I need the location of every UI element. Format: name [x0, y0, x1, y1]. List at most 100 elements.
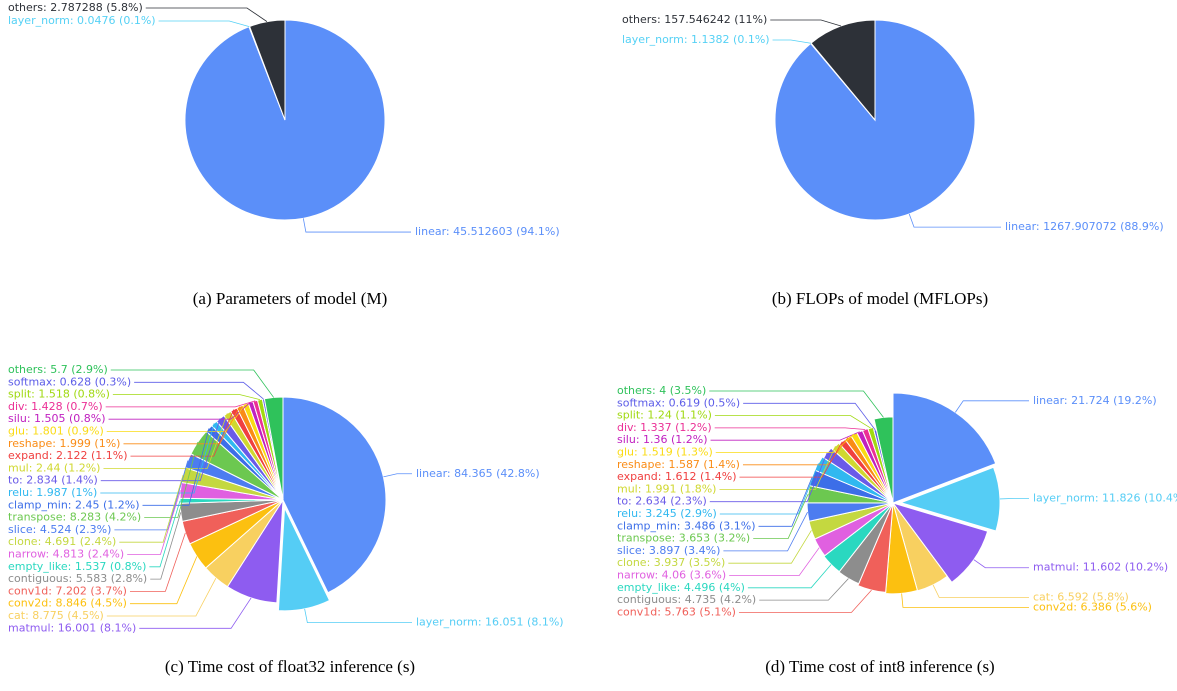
slice-label: transpose: 3.653 (3.2%) [617, 532, 750, 545]
slice-label: clamp_min: 2.45 (1.2%) [8, 498, 140, 511]
slice-label: cat: 6.592 (5.8%) [1033, 591, 1129, 604]
slice-label: narrow: 4.813 (2.4%) [8, 548, 124, 561]
leader-line [129, 556, 198, 605]
pie-chart: others: 2.787288 (5.8%)layer_norm: 0.047… [8, 1, 560, 238]
slice-label: mul: 1.991 (1.8%) [617, 482, 716, 495]
slice-label: silu: 1.505 (0.8%) [8, 412, 106, 425]
slice-label: split: 1.24 (1.1%) [617, 409, 712, 422]
leader-line [302, 218, 411, 233]
slice-label: slice: 3.897 (3.4%) [617, 544, 720, 557]
leader-line [142, 428, 210, 506]
caption: (b) FLOPs of model (MFLOPs) [772, 289, 988, 308]
slice-label: matmul: 16.001 (8.1%) [8, 621, 136, 634]
pie-slice [892, 392, 997, 504]
leader-line [108, 401, 251, 420]
leader-line [119, 474, 184, 543]
leader-line [304, 608, 412, 624]
slice-label: conv2d: 6.386 (5.6%) [1033, 600, 1152, 613]
leader-line [729, 547, 820, 576]
slice-label: clone: 4.691 (2.4%) [8, 535, 116, 548]
leader-line [123, 406, 241, 445]
slice-label: conv1d: 7.202 (3.7%) [8, 584, 127, 597]
leader-line [383, 473, 412, 478]
slice-label: layer_norm: 1.1382 (0.1%) [622, 33, 770, 46]
pie-slice [885, 502, 919, 595]
leader-line [110, 369, 274, 398]
leader-line [715, 433, 855, 453]
pie-slice [810, 19, 876, 122]
slice-label: reshape: 1.587 (1.4%) [617, 458, 740, 471]
leader-line [723, 511, 808, 552]
leader-line [144, 442, 199, 518]
slice-label: softmax: 0.619 (0.5%) [617, 396, 740, 409]
slice-label: layer_norm: 16.051 (8.1%) [416, 616, 564, 629]
leader-line [742, 437, 849, 466]
slice-label: expand: 1.612 (1.4%) [617, 470, 736, 483]
leader-line [149, 500, 181, 568]
leader-line [100, 418, 221, 482]
pie-chart: others: 4 (3.5%)softmax: 0.619 (0.5%)spl… [617, 384, 1177, 618]
slice-label: cat: 8.775 (4.5%) [8, 609, 104, 622]
slice-label: softmax: 0.628 (0.3%) [8, 375, 131, 388]
leader-line [134, 381, 264, 400]
leader-line [932, 584, 1029, 598]
slice-label: others: 4 (3.5%) [617, 384, 706, 397]
leader-line [714, 415, 871, 429]
pie-slice [873, 416, 894, 504]
leader-line [158, 20, 250, 27]
slice-label: div: 1.337 (1.2%) [617, 421, 712, 434]
slice-label: clamp_min: 3.486 (3.1%) [617, 519, 756, 532]
slice-label: linear: 84.365 (42.8%) [416, 467, 540, 480]
slice-label: conv2d: 8.846 (4.5%) [8, 597, 127, 610]
leader-line [719, 445, 836, 490]
slice-label: transpose: 8.283 (4.2%) [8, 511, 141, 524]
pie-slice [277, 505, 331, 612]
slice-label: others: 5.7 (2.9%) [8, 363, 108, 376]
leader-line [145, 7, 268, 22]
pie-slice [899, 466, 1001, 532]
leader-line [770, 19, 842, 27]
slice-label: clone: 3.937 (3.5%) [617, 556, 725, 569]
slice-label: narrow: 4.06 (3.6%) [617, 569, 726, 582]
slice-label: split: 1.518 (0.8%) [8, 388, 110, 401]
leader-line [130, 409, 235, 457]
leader-line [738, 589, 872, 613]
slice-label: conv1d: 5.763 (5.1%) [617, 605, 736, 618]
pie-slice [263, 396, 284, 501]
leader-line [105, 400, 256, 408]
pie-slice [814, 456, 894, 504]
slice-label: contiguous: 4.735 (4.2%) [617, 593, 756, 606]
slice-label: others: 2.787288 (5.8%) [8, 1, 143, 14]
leader-line [753, 494, 809, 539]
leader-line [112, 394, 261, 401]
leader-line [106, 577, 217, 617]
leader-line [127, 490, 181, 555]
slice-label: silu: 1.36 (1.2%) [617, 433, 708, 446]
leader-line [901, 593, 1029, 608]
caption: (a) Parameters of model (M) [193, 289, 387, 308]
pie-chart: others: 157.546242 (11%) layer_norm: 1.13… [622, 13, 1164, 233]
leader-line [758, 477, 813, 527]
leader-line [710, 431, 860, 441]
leader-line [100, 423, 215, 494]
slice-label: contiguous: 5.583 (2.8%) [8, 572, 147, 585]
slice-label: relu: 3.245 (2.9%) [617, 507, 717, 520]
leader-line [106, 403, 246, 432]
leader-line [759, 578, 849, 601]
leader-line [739, 441, 843, 478]
slice-label: linear: 1267.907072 (88.9%) [1005, 220, 1164, 233]
slice-label: reshape: 1.999 (1%) [8, 437, 120, 450]
slice-label: expand: 2.122 (1.1%) [8, 449, 127, 462]
slice-label: to: 2.834 (1.4%) [8, 474, 98, 487]
leader-line [743, 402, 876, 431]
leader-line [772, 39, 811, 44]
slice-label: div: 1.428 (0.7%) [8, 400, 103, 413]
slice-label: empty_like: 1.537 (0.8%) [8, 560, 146, 573]
leader-line [719, 463, 819, 515]
pie-slice [282, 396, 387, 594]
slice-label: empty_like: 4.496 (4%) [617, 581, 745, 594]
slice-label: relu: 1.987 (1%) [8, 486, 97, 499]
leader-line [908, 213, 1001, 228]
caption: (c) Time cost of float32 inference (s) [165, 657, 415, 676]
